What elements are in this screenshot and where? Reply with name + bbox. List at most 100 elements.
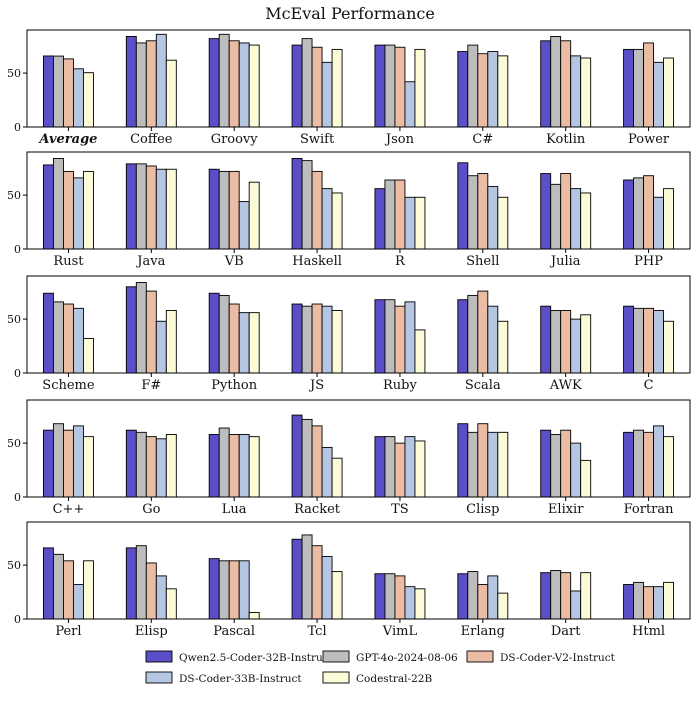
bar-js-series-5 [331,310,343,374]
bar-power-series-4 [653,61,665,128]
bar-java-series-1 [125,163,137,250]
bar-groovy-series-2 [218,33,230,128]
bar-groovy-series-4 [238,42,250,128]
category-label: Clisp [466,502,499,517]
bar-json-series-5 [414,48,426,128]
bar-ruby-series-2 [384,299,396,374]
category-label: AWK [549,378,582,393]
chart-panel-5: Perl Elisp Pascal Tcl VimL Erlang Dart Html 0 50 [7,521,691,639]
bar-elixir-series-4 [570,442,582,498]
bar-c--series-2 [467,44,479,128]
bar-ts-series-3 [394,442,406,498]
legend-label: Codestral-22B [356,673,432,685]
bar-swift-series-3 [311,46,323,128]
category-label: Dart [551,624,581,639]
category-label: VimL [382,624,418,639]
bar-c-series-4 [653,310,665,374]
category-label: F# [141,378,161,393]
bar-erlang-series-1 [457,573,469,620]
bar-rust-series-1 [42,164,54,250]
bar-scala-series-1 [457,299,469,374]
bar-html-series-4 [653,586,665,620]
legend-swatch [145,650,173,663]
bar-awk-series-1 [540,305,552,374]
bar-kotlin-series-1 [540,40,552,128]
legend-item-5: Codestral-22B [322,671,432,685]
category-label: C++ [53,502,85,517]
bar-julia-series-2 [550,183,562,250]
bar-groovy-series-3 [228,40,240,128]
bar-coffee-series-2 [135,42,147,128]
bar-f--series-2 [135,282,147,374]
bar-perl-series-2 [52,553,64,620]
bar-java-series-4 [155,168,167,250]
bar-fortran-series-1 [623,431,635,498]
bar-r-series-4 [404,196,416,250]
category-label: C# [472,132,493,147]
bar-racket-series-3 [311,425,323,498]
y-tick-label: 50 [7,189,21,202]
bar-ruby-series-3 [394,305,406,374]
category-label: Groovy [211,132,259,147]
bar-erlang-series-5 [497,592,509,620]
category-label: Tcl [308,624,327,639]
bar-lua-series-1 [208,434,220,498]
category-label: R [395,254,406,269]
bar-php-series-1 [623,179,635,250]
panel-frame [26,151,691,250]
y-tick-label: 0 [14,243,21,256]
bar-ruby-series-1 [374,299,386,374]
category-label: Ruby [383,378,417,393]
bar-julia-series-3 [560,173,572,250]
category-label: Elixir [548,502,584,517]
bar-awk-series-3 [560,310,572,374]
category-label: JS [308,378,324,393]
bar-js-series-2 [301,305,313,374]
bar-fortran-series-4 [653,425,665,498]
bar-viml-series-4 [404,586,416,620]
bar-go-series-1 [125,429,137,498]
bar-dart-series-1 [540,572,552,620]
bar-ruby-series-4 [404,301,416,374]
category-label: Html [632,624,665,639]
bar-js-series-4 [321,305,333,374]
bar-java-series-5 [165,168,177,250]
bar-f--series-3 [145,290,157,374]
bar-pascal-series-2 [218,560,230,620]
y-tick-label: 0 [14,491,21,504]
category-label: Python [211,378,258,393]
bar-pascal-series-1 [208,558,220,620]
bar-c--series-3 [477,53,489,128]
bar-scala-series-3 [477,290,489,374]
bar-c-series-3 [643,307,655,374]
panels-layer: Average Coffee Groovy Swift Json C# Kotlin Powe… [7,29,691,639]
bar-dart-series-2 [550,570,562,620]
bar-viml-series-2 [384,573,396,620]
bar-pascal-series-4 [238,560,250,620]
bar-go-series-5 [165,434,177,498]
category-label: Shell [466,254,499,269]
category-label: Swift [300,132,335,147]
bar-coffee-series-3 [145,40,157,128]
category-label: Kotlin [546,132,586,147]
bar-ts-series-5 [414,440,426,498]
chart-panel-2: Rust Java VB Haskell R Shell Julia PHP 0 50 [7,151,691,269]
bar-r-series-5 [414,196,426,250]
bar-elixir-series-5 [580,459,592,498]
bar-groovy-series-5 [248,44,260,128]
bar-perl-series-1 [42,547,54,620]
bar-power-series-1 [623,48,635,128]
bar-pascal-series-5 [248,612,260,620]
bar-c-series-1 [623,305,635,374]
bar-rust-series-3 [62,170,74,250]
bar-fortran-series-3 [643,431,655,498]
category-label: Go [142,502,160,517]
bar-kotlin-series-3 [560,40,572,128]
legend-item-3: DS-Coder-V2-Instruct [466,650,616,664]
bar-tcl-series-1 [291,538,303,620]
bar-shell-series-5 [497,196,509,250]
category-label: PHP [634,254,663,269]
bar-swift-series-2 [301,38,313,128]
bar-racket-series-5 [331,457,343,498]
